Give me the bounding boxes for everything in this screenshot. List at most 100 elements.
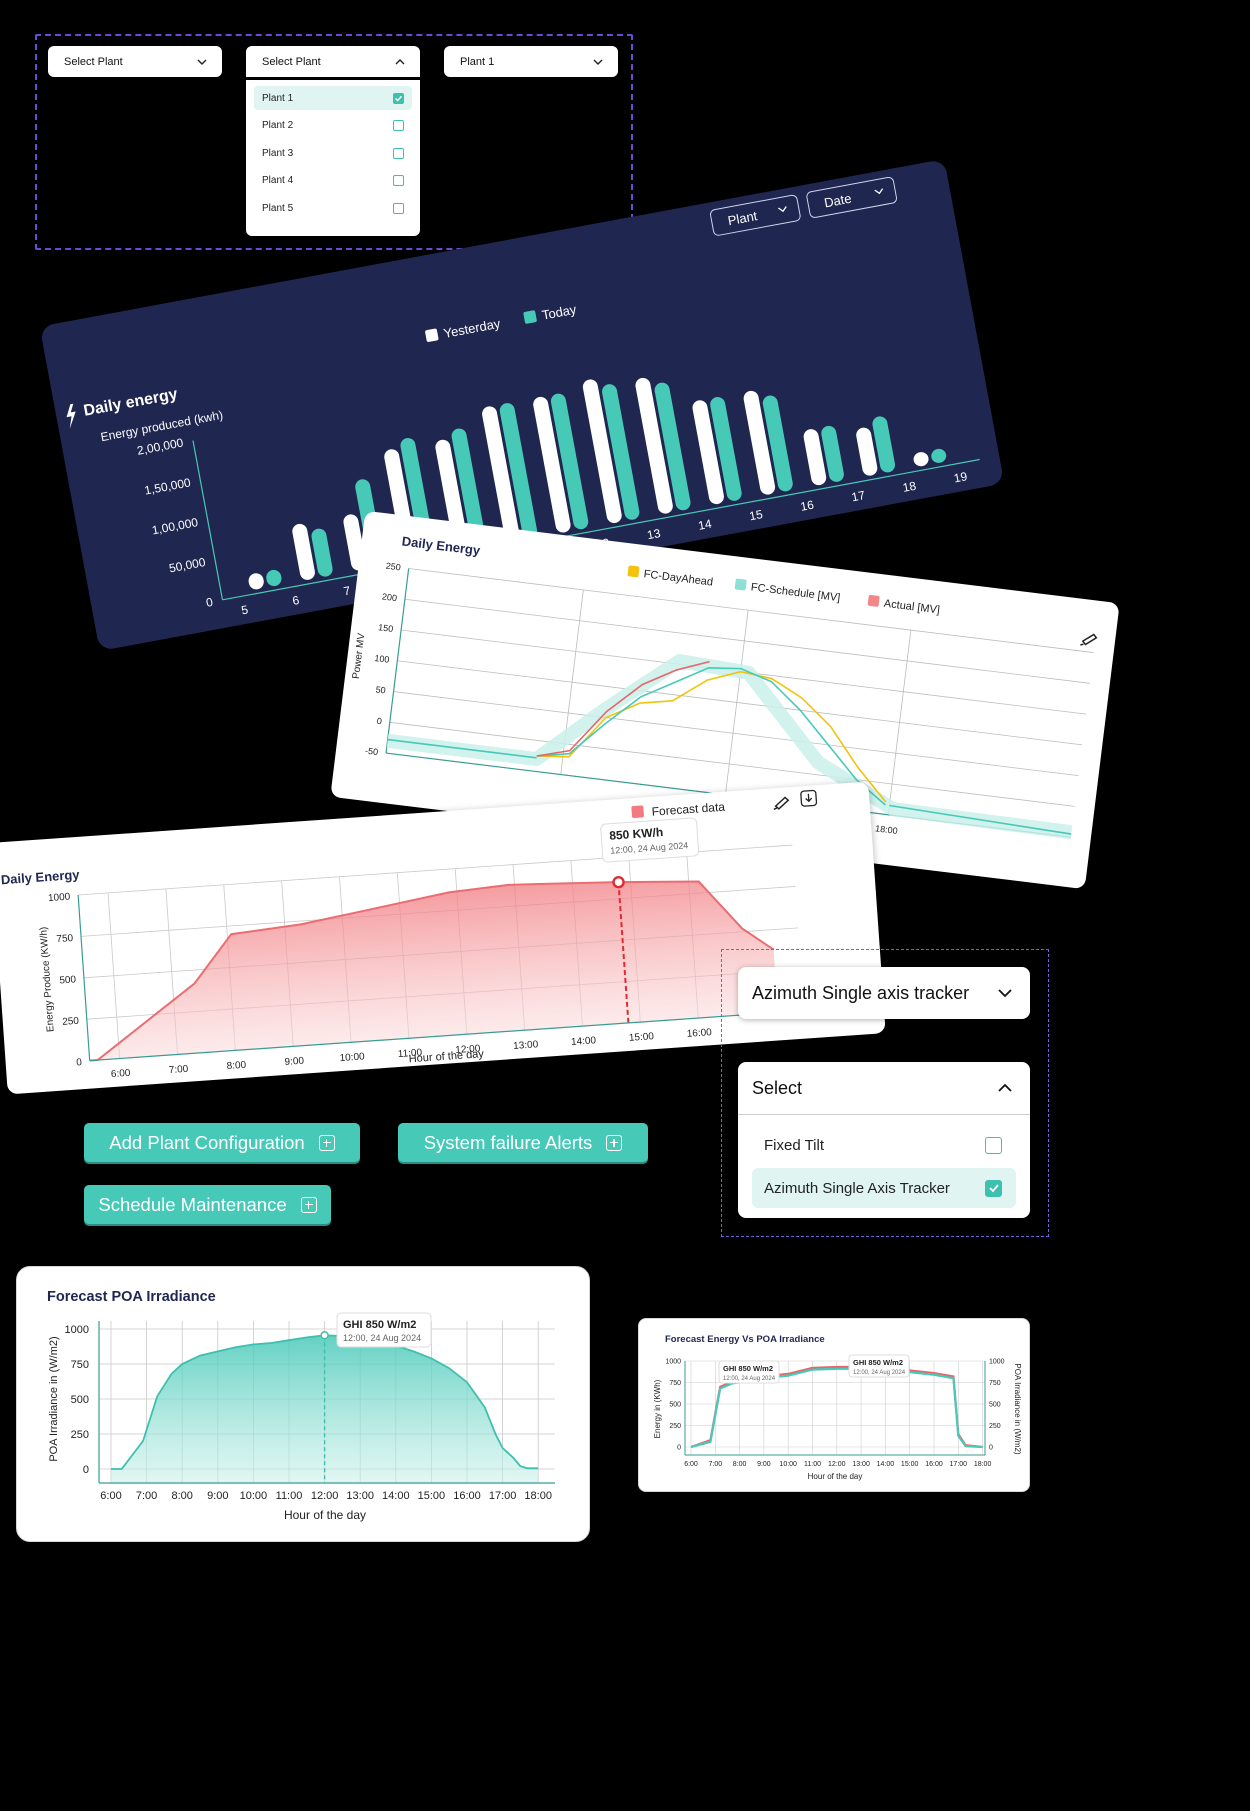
- download-icon[interactable]: [800, 789, 818, 807]
- x-axis: [222, 458, 980, 601]
- legend-fc-dayahead: FC-DayAhead: [643, 568, 714, 588]
- tracker-option[interactable]: Fixed Tilt: [752, 1125, 1016, 1165]
- legend-swatch-actual: [867, 594, 880, 607]
- energy-vs-poa-card: Forecast Energy Vs POA Irradiance Energy…: [638, 1318, 1030, 1492]
- x-tick-label: 16: [799, 498, 815, 514]
- x-tick-label: 15:00: [901, 1461, 919, 1468]
- chart-edit-icon[interactable]: [1080, 633, 1098, 647]
- legend-fc-schedule: FC-Schedule [MV]: [750, 581, 841, 604]
- plant-option[interactable]: Plant 2: [254, 114, 412, 138]
- chevron-up-icon: [395, 58, 405, 64]
- plant-dropdown-selected[interactable]: Plant 1: [444, 46, 618, 77]
- checkbox-icon[interactable]: [393, 147, 404, 159]
- bar-today: [821, 425, 844, 482]
- plant-option[interactable]: Plant 1: [254, 86, 412, 110]
- tooltip-value: 850 KW/h: [609, 825, 664, 843]
- plant-option[interactable]: Plant 3: [254, 141, 412, 165]
- plus-icon: [606, 1134, 623, 1151]
- plus-icon: [318, 1134, 335, 1151]
- y-axis: [385, 568, 410, 754]
- x-tick-label: 18: [902, 479, 918, 495]
- x-tick-label: 12:00: [828, 1461, 846, 1468]
- schedule-maintenance-button[interactable]: Schedule Maintenance: [84, 1185, 331, 1224]
- x-tick-label: 13:00: [513, 1039, 539, 1052]
- checkbox-icon[interactable]: [393, 202, 404, 214]
- x-axis: [89, 1010, 805, 1062]
- y-tick-label: 0: [205, 595, 214, 610]
- checkbox-checked-icon[interactable]: [393, 92, 404, 104]
- x-tick-label: 14:00: [382, 1490, 410, 1502]
- checkbox-checked-icon[interactable]: [985, 1179, 1002, 1197]
- lightning-icon: [66, 403, 76, 429]
- series-line: [387, 738, 537, 759]
- tooltip-value: GHI 850 W/m2: [723, 1364, 773, 1373]
- y2-tick-label: 750: [989, 1380, 1001, 1387]
- x-tick-label: 9:00: [284, 1056, 305, 1068]
- y-tick-label: 50: [375, 684, 386, 695]
- y-tick-label: 150: [378, 622, 394, 634]
- x-tick-label: 13:00: [346, 1490, 374, 1502]
- legend-swatch-fc-dayahead: [627, 565, 640, 578]
- grid-line: [397, 660, 1083, 746]
- date-filter-dropdown[interactable]: Date: [806, 176, 898, 219]
- x-tick-label: 16:00: [925, 1461, 943, 1468]
- x-tick-label: 7:00: [168, 1064, 189, 1076]
- evp-tooltip: GHI 850 W/m2 12:00, 24 Aug 2024: [718, 1360, 780, 1384]
- y-tick-label: 500: [59, 974, 77, 986]
- add-plant-configuration-button[interactable]: Add Plant Configuration: [84, 1123, 360, 1162]
- tracker-dropdown[interactable]: Azimuth Single axis tracker: [738, 967, 1030, 1019]
- legend-swatch-today: [523, 310, 537, 324]
- x-tick-label: 17: [850, 488, 866, 504]
- x-axis-title: Hour of the day: [284, 1508, 366, 1522]
- poa-tooltip: GHI 850 W/m2 12:00, 24 Aug 2024: [336, 1312, 432, 1348]
- x-tick-label: 11:00: [276, 1490, 303, 1502]
- bar-today: [654, 382, 691, 511]
- system-failure-alerts-button[interactable]: System failure Alerts: [398, 1123, 648, 1162]
- x-tick-label: 12:00: [311, 1490, 339, 1502]
- checkbox-icon[interactable]: [393, 120, 404, 131]
- plant-dropdown-selected-label: Plant 1: [460, 55, 495, 68]
- series-line: [889, 804, 1072, 835]
- x-tick-label: 8:00: [733, 1461, 747, 1468]
- tooltip-time: 12:00, 24 Aug 2024: [853, 1370, 906, 1376]
- evp-tooltip: GHI 850 W/m2 12:00, 24 Aug 2024: [848, 1354, 910, 1378]
- daily-energy-area-card: Daily Energy Forecast data Energy Produc…: [0, 781, 886, 1095]
- series-line: [690, 1367, 983, 1449]
- x-tick-label: 10:00: [339, 1051, 365, 1064]
- plant-option-label: Plant 3: [262, 147, 294, 159]
- legend-actual: Actual [MV]: [883, 598, 940, 617]
- checkbox-icon[interactable]: [393, 175, 404, 186]
- plant-filter-dropdown[interactable]: Plant: [710, 194, 801, 237]
- plant-option[interactable]: Plant 4: [254, 169, 412, 193]
- tracker-option[interactable]: Azimuth Single Axis Tracker: [752, 1168, 1016, 1208]
- x-tick-label: 6:00: [100, 1490, 121, 1502]
- legend-swatch-forecast: [631, 805, 644, 819]
- y-axis: [77, 894, 91, 1061]
- area-fill: [89, 881, 779, 1061]
- y-tick-label: 200: [381, 591, 397, 603]
- plant-dropdown-open[interactable]: Select Plant: [246, 46, 420, 77]
- x-axis-title: Hour of the day: [808, 1472, 863, 1481]
- tracker-menu-header[interactable]: Select: [738, 1062, 1030, 1115]
- tooltip-marker: [320, 1331, 329, 1340]
- y-tick-label: 100: [374, 653, 390, 665]
- x-axis-title: Hour of the day: [408, 1048, 484, 1065]
- date-filter-label: Date: [823, 191, 853, 211]
- chart-edit-icon[interactable]: [773, 796, 790, 810]
- bar-today: [266, 569, 282, 587]
- y-axis: [192, 440, 224, 600]
- x-tick-label: 14:00: [571, 1035, 597, 1048]
- checkbox-icon[interactable]: [985, 1136, 1002, 1154]
- plant-option-label: Plant 2: [262, 120, 294, 131]
- area-line: [89, 880, 775, 1062]
- x-tick-label: 7:00: [708, 1461, 722, 1468]
- plant-option[interactable]: Plant 5: [254, 196, 412, 220]
- area-tooltip: 850 KW/h 12:00, 24 Aug 2024: [600, 817, 700, 863]
- bar-yesterday: [692, 400, 724, 505]
- x-tick-label: 13: [646, 526, 662, 542]
- plant-dropdown-closed[interactable]: Select Plant: [48, 46, 222, 77]
- tracker-option-label: Fixed Tilt: [764, 1136, 825, 1154]
- bar-yesterday: [533, 396, 571, 533]
- bar-today: [451, 428, 487, 549]
- x-tick-label: 8:00: [171, 1490, 192, 1502]
